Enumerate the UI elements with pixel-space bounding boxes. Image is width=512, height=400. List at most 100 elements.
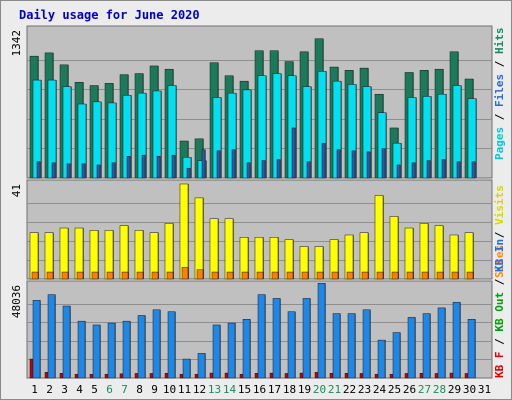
pages-bar (261, 160, 266, 179)
kb-in-bar (212, 324, 221, 379)
sites-bar (466, 271, 474, 280)
pages-bar (381, 148, 386, 179)
pages-bar (231, 149, 236, 179)
kb-f-bar (59, 373, 64, 379)
pages-bar (366, 151, 371, 179)
pages-bar (246, 162, 251, 179)
sites-bar (271, 271, 279, 280)
x-tick-label: 6 (106, 383, 113, 396)
legend: KB F / KB Out / KB In (493, 239, 506, 378)
sites-bar (256, 271, 264, 280)
visits-bar (404, 227, 414, 280)
legend-entry: Pages (493, 127, 506, 160)
x-tick-label: 2 (46, 383, 53, 396)
legend-separator: / (493, 107, 506, 127)
x-tick-label: 26 (403, 383, 416, 396)
x-tick-label: 23 (358, 383, 371, 396)
kb-f-bar (164, 373, 169, 379)
kb-f-bar (74, 373, 79, 379)
x-tick-label: 15 (238, 383, 251, 396)
pages-bar (51, 162, 56, 179)
pages-bar (186, 167, 191, 179)
pages-bar (321, 142, 326, 179)
x-tick-label: 8 (136, 383, 143, 396)
x-tick-label: 7 (121, 383, 128, 396)
legend: Pages / Files / Hits (493, 28, 506, 161)
legend-separator: / (493, 225, 506, 245)
legend-entry: Visits (493, 185, 506, 225)
kb-f-bar (269, 372, 274, 379)
sites-bar (76, 271, 84, 280)
sites-bar (91, 271, 99, 280)
x-tick-label: 16 (253, 383, 266, 396)
kb-f-bar (314, 372, 319, 379)
kb-f-bar (134, 373, 139, 379)
pages-bar (36, 161, 41, 179)
kb-in-bar (137, 315, 146, 379)
kb-in-bar (467, 319, 476, 379)
kb-in-bar (107, 322, 116, 379)
visits-bar (59, 227, 69, 280)
x-tick-label: 24 (373, 383, 387, 396)
kb-in-bar (272, 298, 281, 379)
sites-bar (406, 271, 414, 280)
kb-f-bar (119, 373, 124, 379)
visits-bar (434, 225, 444, 280)
x-tick-label: 28 (433, 383, 446, 396)
kb-f-bar (329, 373, 334, 379)
kb-f-bar (179, 373, 184, 379)
kb-in-bar (152, 309, 161, 379)
x-tick-label: 18 (283, 383, 296, 396)
pages-bar (441, 159, 446, 179)
x-tick-label: 5 (91, 383, 98, 396)
sites-bar (226, 271, 234, 280)
sites-bar (151, 271, 159, 280)
sites-bar (316, 271, 324, 280)
kb-in-bar (437, 307, 446, 379)
y-axis-max-label: 48036 (10, 285, 23, 318)
kb-in-bar (377, 339, 386, 379)
pages-bar (111, 162, 116, 179)
pages-bar (66, 163, 71, 179)
legend-entry: Hits (493, 28, 506, 55)
kb-f-bar (44, 372, 49, 379)
visits-bar (224, 218, 234, 280)
sites-bar (211, 271, 219, 280)
kb-f-bar (224, 372, 229, 379)
kb-in-bar (317, 283, 326, 379)
visits-bar (89, 230, 99, 280)
legend-entry: Files (493, 74, 506, 107)
kb-f-bar (29, 358, 34, 379)
kb-f-bar (194, 373, 199, 379)
legend: Sites / Visits (493, 185, 506, 278)
pages-bar (276, 159, 281, 179)
kb-f-bar (149, 373, 154, 379)
kb-in-bar (407, 317, 416, 379)
x-tick-label: 11 (178, 383, 191, 396)
sites-bar (436, 271, 444, 280)
kb-in-bar (392, 332, 401, 379)
sites-bar (46, 271, 54, 280)
kb-f-bar (209, 372, 214, 379)
x-tick-label: 4 (76, 383, 83, 396)
sites-bar (121, 271, 129, 280)
legend-separator: / (493, 272, 506, 292)
sites-bar (376, 271, 384, 280)
x-tick-label: 3 (61, 383, 68, 396)
kb-f-bar (374, 373, 379, 379)
sites-bar (166, 271, 174, 280)
kb-f-bar (344, 373, 349, 379)
x-tick-label: 25 (388, 383, 401, 396)
kb-in-bar (182, 358, 191, 379)
x-tick-label: 12 (193, 383, 206, 396)
kb-f-bar (104, 373, 109, 379)
pages-bar (471, 161, 476, 179)
x-tick-label: 9 (151, 383, 158, 396)
kb-in-bar (257, 294, 266, 379)
legend-entry: KB In (493, 239, 506, 272)
kb-f-bar (434, 373, 439, 379)
kb-in-bar (422, 313, 431, 379)
x-tick-label: 20 (313, 383, 326, 396)
y-axis-max-label: 1342 (10, 30, 23, 57)
kb-in-bar (227, 322, 236, 379)
